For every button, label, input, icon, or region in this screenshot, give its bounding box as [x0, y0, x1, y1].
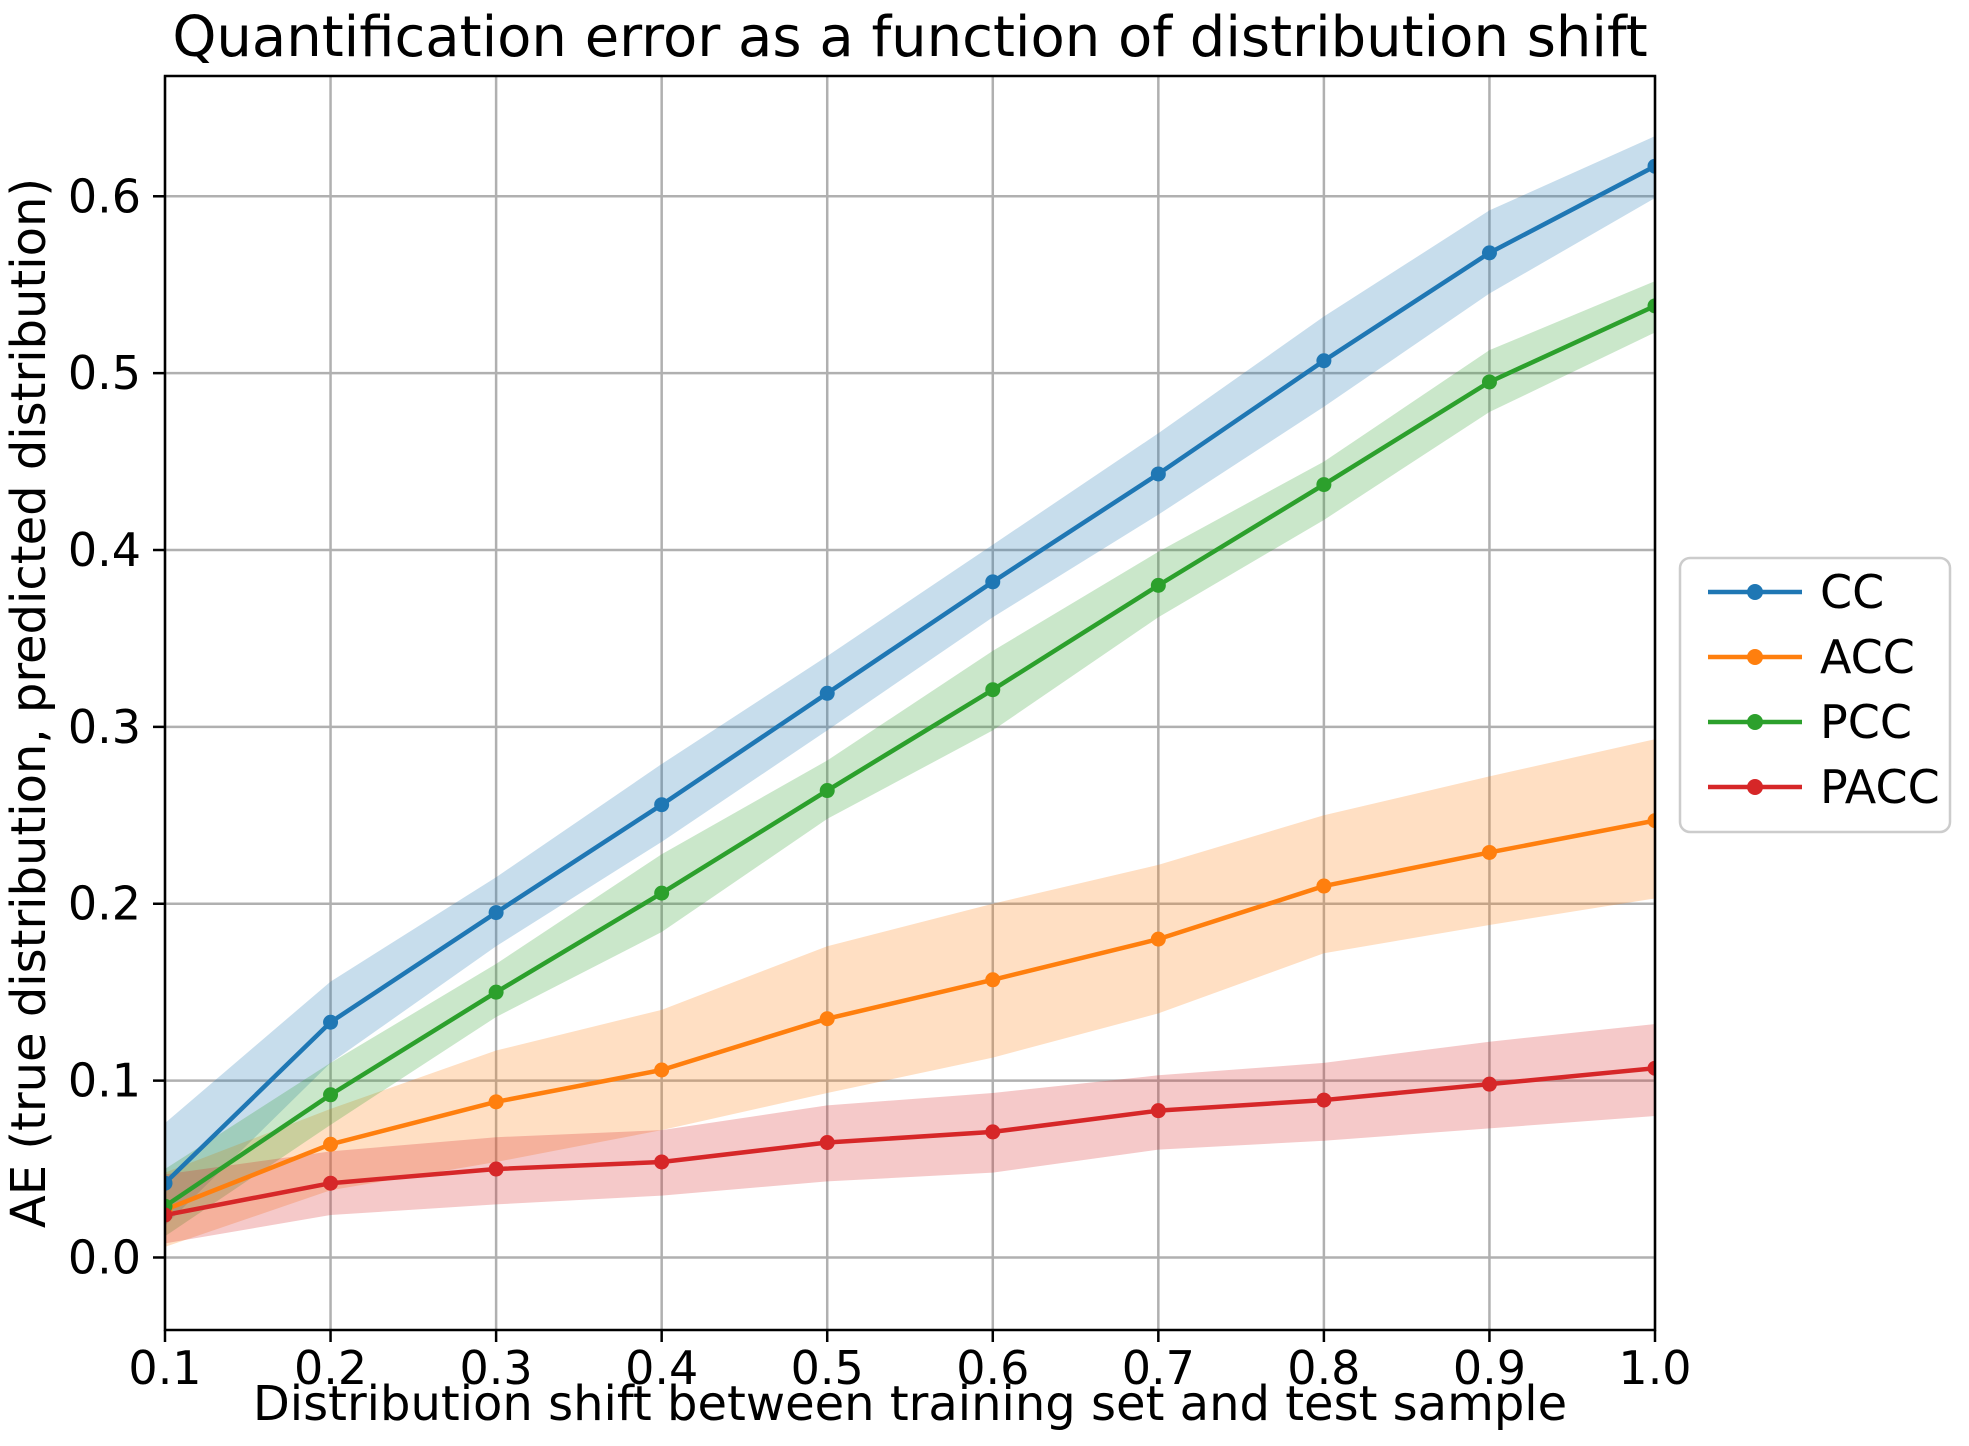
plot-content: [165, 136, 1655, 1247]
data-point-ACC: [985, 972, 1001, 988]
data-point-CC: [165, 1175, 173, 1191]
confidence-band-CC: [165, 136, 1655, 1226]
series-line-ACC: [165, 818, 1655, 1212]
data-point-ACC: [1316, 878, 1332, 894]
legend-item-ACC: ACC: [1708, 630, 1915, 684]
confidence-band-PACC: [165, 1024, 1655, 1244]
data-point-CC: [654, 797, 670, 813]
x-tick-label: 0.4: [625, 1341, 698, 1395]
data-point-PCC: [1150, 577, 1166, 593]
data-point-PCC: [985, 682, 1001, 698]
data-point-PCC: [1647, 298, 1655, 314]
x-tick-label: 0.5: [791, 1341, 864, 1395]
data-point-PCC: [819, 783, 835, 799]
legend-item-PACC: PACC: [1708, 760, 1940, 814]
series-line-PACC: [165, 1065, 1655, 1218]
x-tick-label: 0.3: [460, 1341, 533, 1395]
series-line-CC: [165, 164, 1655, 1185]
data-point-PACC: [1481, 1076, 1497, 1092]
data-point-PACC: [165, 1207, 173, 1223]
data-point-PCC: [1481, 374, 1497, 390]
legend-swatch-marker: [1747, 584, 1763, 600]
legend-item-CC: CC: [1708, 565, 1884, 619]
legend: CC ACC PCC PACC: [1678, 556, 1952, 834]
data-point-PACC: [819, 1135, 835, 1151]
data-point-PACC: [488, 1161, 504, 1177]
legend-label: PACC: [1820, 760, 1940, 814]
data-point-PACC: [323, 1175, 339, 1191]
confidence-band-ACC: [165, 739, 1655, 1247]
data-point-CC: [985, 574, 1001, 590]
y-tick-label: 0.3: [68, 700, 141, 754]
x-axis-label: Distribution shift between training set …: [253, 1376, 1567, 1432]
data-point-PACC: [654, 1154, 670, 1170]
legend-item-PCC: PCC: [1708, 695, 1912, 749]
data-point-CC: [1150, 466, 1166, 482]
legend-swatch-marker: [1747, 779, 1763, 795]
x-tick-label: 0.9: [1453, 1341, 1526, 1395]
confidence-band-PCC: [165, 281, 1655, 1237]
legend-swatch-marker: [1747, 714, 1763, 730]
grid-layer: [163, 76, 1657, 1330]
legend-swatch-marker: [1747, 649, 1763, 665]
y-tick-label: 0.6: [68, 169, 141, 223]
y-tick-label: 0.0: [68, 1230, 141, 1284]
plot-border: [163, 74, 1657, 1332]
data-point-PCC: [1316, 477, 1332, 493]
y-axis-label: AE (true distribution, predicted distrib…: [1, 178, 57, 1228]
data-point-PACC: [985, 1124, 1001, 1140]
x-tick-label: 0.6: [956, 1341, 1029, 1395]
legend-box: [1678, 556, 1952, 834]
data-point-CC: [1647, 158, 1655, 174]
series-line-PCC: [165, 303, 1655, 1209]
confidence-bands-layer: [165, 136, 1655, 1247]
x-tick-label: 0.2: [294, 1341, 367, 1395]
data-markers-layer: [165, 158, 1655, 1223]
data-point-ACC: [1150, 931, 1166, 947]
y-tick-label: 0.2: [68, 877, 141, 931]
data-point-PACC: [1150, 1103, 1166, 1119]
y-tick-label: 0.1: [68, 1054, 141, 1108]
data-point-ACC: [819, 1011, 835, 1027]
data-point-PCC: [488, 984, 504, 1000]
data-point-CC: [1481, 245, 1497, 261]
legend-label: PCC: [1820, 695, 1912, 749]
data-point-ACC: [1647, 813, 1655, 829]
data-point-PCC: [654, 885, 670, 901]
data-point-ACC: [1481, 844, 1497, 860]
y-tick-label: 0.5: [68, 346, 141, 400]
y-tick-label: 0.4: [68, 523, 141, 577]
data-point-CC: [323, 1014, 339, 1030]
x-tick-label: 0.1: [128, 1341, 201, 1395]
data-point-CC: [488, 905, 504, 921]
data-point-ACC: [654, 1062, 670, 1078]
chart-title: Quantification error as a function of di…: [172, 5, 1647, 70]
x-tick-label: 0.8: [1287, 1341, 1360, 1395]
legend-label: CC: [1820, 565, 1884, 619]
x-tick-label: 0.7: [1122, 1341, 1195, 1395]
data-point-ACC: [323, 1136, 339, 1152]
data-point-PACC: [1316, 1092, 1332, 1108]
tick-layer: 0.1 0.2 0.3 0.4 0.5 0.6 0.7 0.8 0.9 1.0 0.0 0.1 0.2 0…: [68, 169, 1692, 1395]
data-point-ACC: [488, 1094, 504, 1110]
legend-label: ACC: [1820, 630, 1915, 684]
data-point-PCC: [323, 1087, 339, 1103]
data-point-CC: [1316, 353, 1332, 369]
data-point-PACC: [1647, 1060, 1655, 1076]
series-lines-layer: [165, 164, 1655, 1218]
data-point-CC: [819, 685, 835, 701]
x-tick-label: 1.0: [1618, 1341, 1691, 1395]
